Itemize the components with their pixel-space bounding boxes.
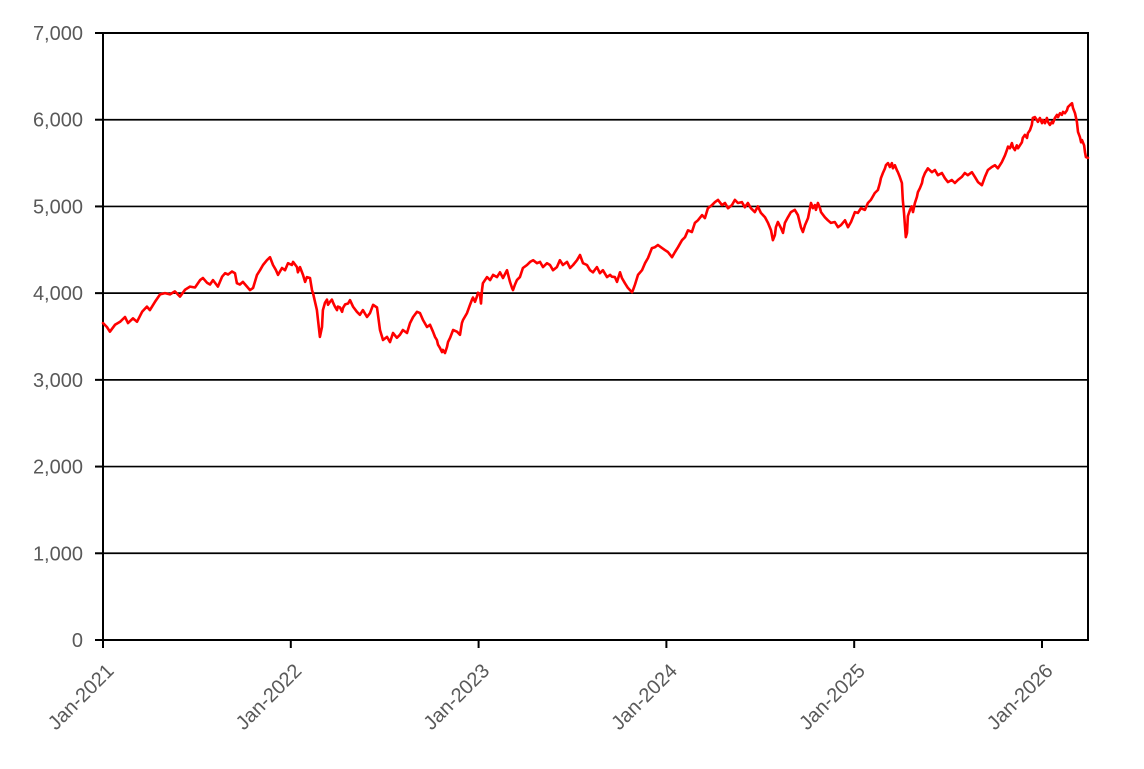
y-axis-tick-label: 0 [72,630,83,652]
x-axis-tick-label: Jan-2021 [44,660,119,735]
y-axis-tick-label: 2,000 [33,457,83,479]
y-axis-tick-label: 4,000 [33,283,83,305]
y-axis-tick-label: 6,000 [33,110,83,132]
y-axis-tick-label: 7,000 [33,23,83,45]
y-axis-tick-label: 5,000 [33,196,83,218]
x-axis-tick-label: Jan-2022 [232,660,307,735]
x-axis-tick-label: Jan-2024 [607,660,682,735]
x-axis-tick-label: Jan-2023 [420,660,495,735]
x-axis-tick-label: Jan-2026 [983,660,1058,735]
series-line-index-level [101,101,1090,355]
x-axis-tick-label: Jan-2025 [795,660,870,735]
y-axis-tick-label: 3,000 [33,370,83,392]
plot-border [102,32,1089,641]
y-axis-tick-label: 1,000 [33,543,83,565]
